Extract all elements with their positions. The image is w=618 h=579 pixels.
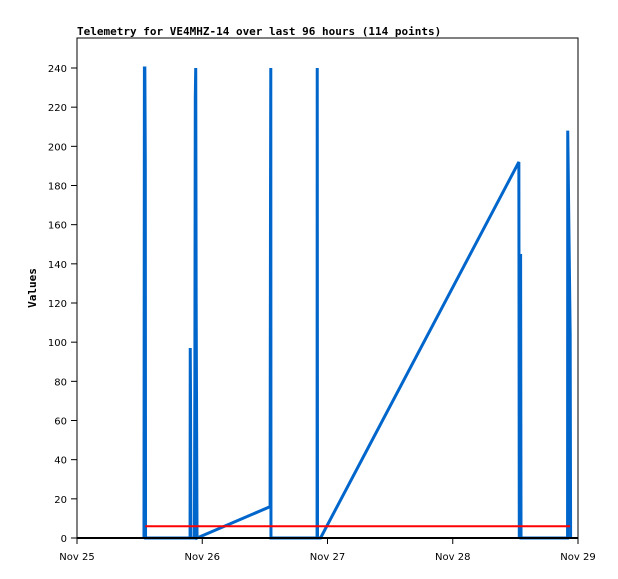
y-tick-label: 160 — [48, 221, 67, 232]
y-tick-label: 200 — [48, 142, 67, 153]
y-tick-label: 180 — [48, 182, 67, 193]
y-tick-label: 140 — [48, 260, 67, 271]
x-tick-label: Nov 25 — [59, 552, 94, 563]
chart-title: Telemetry for VE4MHZ-14 over last 96 hou… — [77, 25, 441, 38]
y-tick-label: 40 — [54, 456, 67, 467]
y-tick-label: 120 — [48, 299, 67, 310]
y-tick-label: 100 — [48, 338, 67, 349]
y-tick-label: 80 — [54, 377, 67, 388]
x-tick-label: Nov 28 — [435, 552, 470, 563]
plot-area — [76, 37, 579, 539]
series-line — [142, 66, 573, 541]
y-tick-label: 20 — [54, 495, 67, 506]
y-tick-label: 60 — [54, 417, 67, 428]
y-tick-label: 220 — [48, 103, 67, 114]
y-axis-label: Values — [26, 268, 39, 308]
x-tick-label: Nov 29 — [560, 552, 595, 563]
y-tick-label: 240 — [48, 64, 67, 75]
y-tick-label: 0 — [61, 534, 67, 545]
x-tick-label: Nov 27 — [310, 552, 345, 563]
x-tick-label: Nov 26 — [185, 552, 220, 563]
